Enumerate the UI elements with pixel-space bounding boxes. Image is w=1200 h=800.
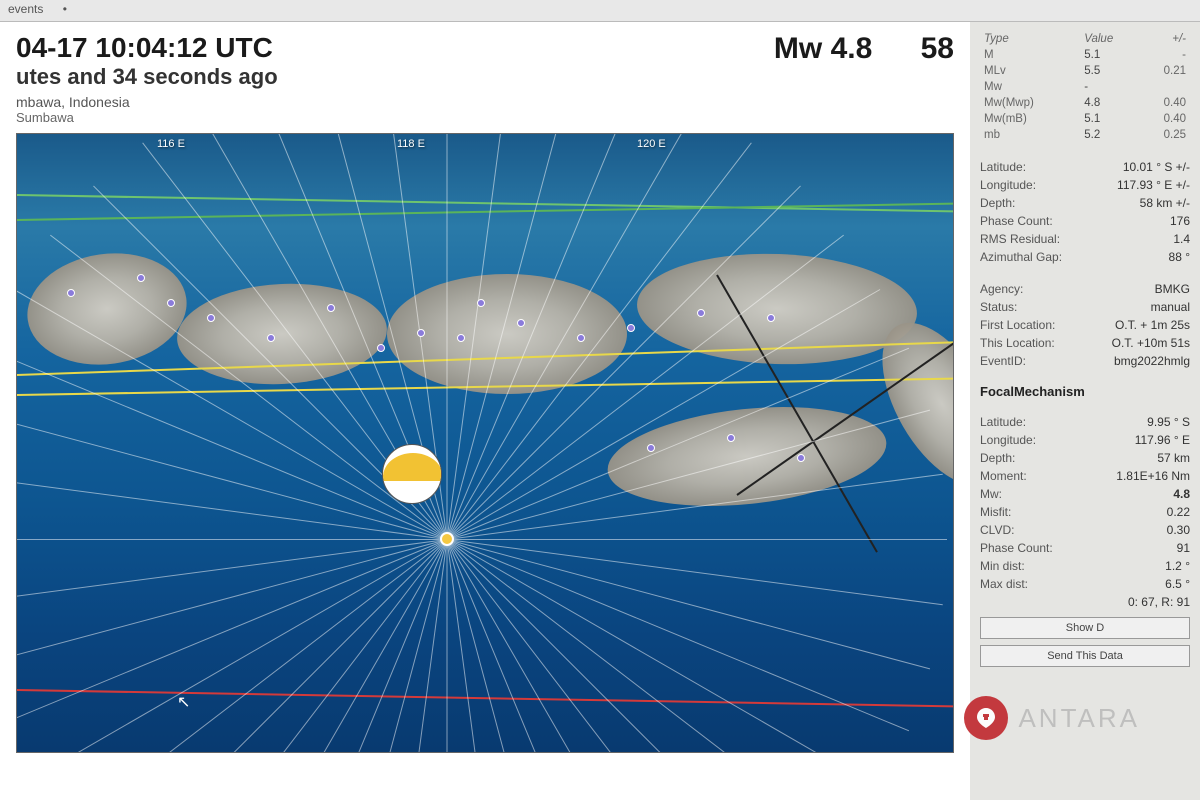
ray-line <box>16 539 447 753</box>
station-marker[interactable] <box>167 299 175 307</box>
station-marker[interactable] <box>627 324 635 332</box>
station-marker[interactable] <box>267 334 275 342</box>
info-row: RMS Residual:1.4 <box>980 230 1190 248</box>
watermark-text: ANTARA <box>1018 703 1140 734</box>
station-marker[interactable] <box>377 344 385 352</box>
magnitude-header: Mw 4.8 58 <box>774 32 954 66</box>
main-panel: Mw 4.8 58 04-17 10:04:12 UTC utes and 34… <box>0 22 970 800</box>
magnitude-row: Mw- <box>982 80 1188 94</box>
magnitude-row: mb5.20.25 <box>982 128 1188 142</box>
seismic-map[interactable]: ↖ 116 E 118 E 120 E <box>16 133 954 753</box>
info-row: Depth:58 km +/- <box>980 194 1190 212</box>
hypocenter-section: Latitude:10.01 ° S +/-Longitude:117.93 °… <box>980 158 1190 266</box>
agency-section: Agency:BMKGStatus:manualFirst Location:O… <box>980 280 1190 370</box>
info-row: CLVD:0.30 <box>980 521 1190 539</box>
longitude-label: 120 E <box>637 138 666 150</box>
magnitude-label: Mw 4.8 <box>774 32 872 65</box>
info-row: Agency:BMKG <box>980 280 1190 298</box>
cursor-icon: ↖ <box>177 692 190 712</box>
sidebar: Type Value +/- M5.1- MLv5.50.21 Mw- Mw(Mwp)… <box>970 22 1200 800</box>
info-row: Phase Count:91 <box>980 539 1190 557</box>
col-type: Type <box>982 32 1070 46</box>
watermark-icon <box>964 696 1008 740</box>
show-button[interactable]: Show D <box>980 617 1190 639</box>
ray-line <box>50 539 447 753</box>
info-row: EventID:bmg2022hmlg <box>980 352 1190 370</box>
longitude-label: 116 E <box>157 138 185 150</box>
menubar: events • <box>0 0 1200 22</box>
event-location: mbawa, Indonesia <box>16 94 954 110</box>
ray-line <box>447 539 881 753</box>
ray-line <box>447 539 947 540</box>
info-row: Depth:57 km <box>980 449 1190 467</box>
info-row: Phase Count:176 <box>980 212 1190 230</box>
info-row: First Location:O.T. + 1m 25s <box>980 316 1190 334</box>
magnitude-row: MLv5.50.21 <box>982 64 1188 78</box>
info-row: Max dist:6.5 ° <box>980 575 1190 593</box>
depth-label: 58 <box>921 32 954 65</box>
station-marker[interactable] <box>457 334 465 342</box>
ray-line <box>447 539 930 669</box>
ray-line <box>93 539 447 753</box>
menu-item-dot: • <box>63 2 67 16</box>
station-marker[interactable] <box>697 309 705 317</box>
info-row: Longitude:117.96 ° E <box>980 431 1190 449</box>
info-row: Latitude:9.95 ° S <box>980 413 1190 431</box>
event-time-ago: utes and 34 seconds ago <box>16 64 954 90</box>
ray-line <box>447 539 801 753</box>
station-marker[interactable] <box>67 289 75 297</box>
station-marker[interactable] <box>207 314 215 322</box>
station-marker[interactable] <box>327 304 335 312</box>
ray-line <box>16 539 447 540</box>
magnitude-table: Type Value +/- M5.1- MLv5.50.21 Mw- Mw(Mwp)… <box>980 30 1190 144</box>
event-region: Sumbawa <box>16 110 954 125</box>
watermark: ANTARA <box>964 696 1140 740</box>
info-row: Mw:4.8 <box>980 485 1190 503</box>
send-button[interactable]: Send This Data <box>980 645 1190 667</box>
magnitude-row: Mw(Mwp)4.80.40 <box>982 96 1188 110</box>
info-row: Longitude:117.93 ° E +/- <box>980 176 1190 194</box>
nodal-row: 0: 67, R: 91 <box>980 593 1190 611</box>
info-row: Moment:1.81E+16 Nm <box>980 467 1190 485</box>
ray-line <box>16 474 447 540</box>
station-marker[interactable] <box>477 299 485 307</box>
ray-line <box>447 540 448 754</box>
info-row: This Location:O.T. +10m 51s <box>980 334 1190 352</box>
station-marker[interactable] <box>577 334 585 342</box>
ray-line <box>447 133 448 540</box>
ray-line <box>447 539 698 753</box>
info-row: Min dist:1.2 ° <box>980 557 1190 575</box>
station-marker[interactable] <box>797 454 805 462</box>
col-value: Value <box>1072 32 1142 46</box>
fault-line <box>17 202 954 221</box>
menu-item-events[interactable]: events <box>8 2 43 16</box>
focal-section: Latitude:9.95 ° SLongitude:117.96 ° EDep… <box>980 413 1190 593</box>
longitude-label: 118 E <box>397 138 425 150</box>
focal-title: FocalMechanism <box>980 384 1190 399</box>
info-row: Azimuthal Gap:88 ° <box>980 248 1190 266</box>
info-row: Latitude:10.01 ° S +/- <box>980 158 1190 176</box>
epicenter-marker[interactable] <box>440 532 454 546</box>
info-row: Status:manual <box>980 298 1190 316</box>
station-marker[interactable] <box>647 444 655 452</box>
ray-line <box>16 539 447 605</box>
station-marker[interactable] <box>517 319 525 327</box>
ray-line <box>447 539 844 753</box>
magnitude-row: Mw(mB)5.10.40 <box>982 112 1188 126</box>
beachball-icon <box>382 444 442 504</box>
magnitude-row: M5.1- <box>982 48 1188 62</box>
station-marker[interactable] <box>417 329 425 337</box>
col-pm: +/- <box>1145 32 1188 46</box>
info-row: Misfit:0.22 <box>980 503 1190 521</box>
station-marker[interactable] <box>767 314 775 322</box>
station-marker[interactable] <box>727 434 735 442</box>
station-marker[interactable] <box>137 274 145 282</box>
